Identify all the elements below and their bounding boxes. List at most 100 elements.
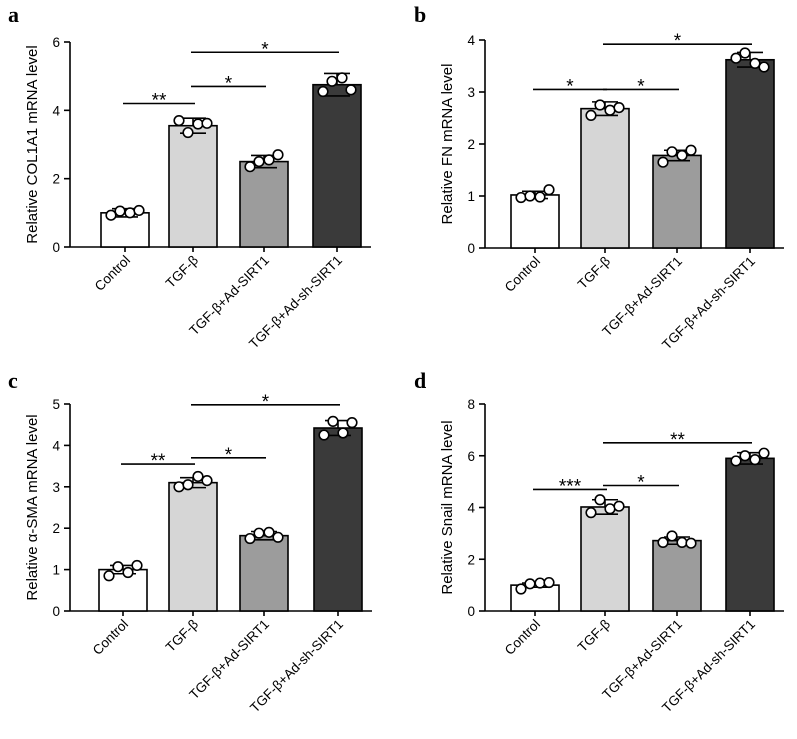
data-point [758, 447, 770, 459]
data-point [173, 114, 185, 127]
y-tick-label: 0 [52, 240, 60, 255]
y-axis-label: Relative α-SMA mRNA level [24, 414, 41, 600]
data-point [131, 559, 143, 572]
data-point [676, 149, 688, 162]
y-tick-label: 1 [52, 563, 60, 578]
significance-label: * [262, 392, 270, 413]
y-tick-label: 2 [467, 552, 475, 567]
data-point [585, 109, 597, 121]
significance-label: * [674, 31, 682, 52]
data-point [749, 454, 761, 466]
bar-3 [239, 160, 289, 248]
data-point [327, 415, 339, 427]
data-point [346, 417, 358, 429]
data-point [173, 481, 185, 493]
panel-letter-d: d [414, 368, 426, 393]
significance-label: * [225, 445, 233, 466]
significance-label: * [637, 473, 645, 494]
data-point [730, 52, 742, 64]
data-point [263, 154, 275, 166]
data-point [182, 126, 194, 139]
category-label: Control [502, 254, 543, 295]
y-tick-label: 6 [52, 35, 60, 50]
data-point [594, 494, 606, 506]
data-point [182, 479, 194, 491]
data-point [103, 570, 115, 582]
data-point [345, 84, 357, 96]
data-point [122, 566, 134, 579]
data-point [337, 427, 349, 439]
plot-area-b: 0 1 2 3 4 Relative FN mRNA level Control TGF-βT… [439, 31, 784, 352]
data-point [201, 474, 213, 487]
data-point [604, 104, 616, 116]
y-tick-label: 2 [52, 521, 60, 536]
significance-label: ** [151, 451, 166, 472]
panel-d: d 0 2 4 6 8 Relative Snail mRNA level Control T… [414, 368, 784, 715]
data-point [133, 204, 145, 217]
y-axis-label: Relative Snail mRNA level [439, 420, 456, 594]
significance-label: ** [152, 91, 167, 112]
data-point [192, 118, 204, 130]
data-point [124, 207, 136, 219]
data-point [112, 561, 124, 573]
y-tick-label: 3 [52, 480, 60, 495]
data-point [543, 576, 555, 589]
y-tick-label: 6 [467, 449, 475, 464]
y-tick-label: 4 [467, 33, 475, 48]
data-point [244, 161, 256, 173]
bar-3 [652, 154, 702, 249]
category-label: TGF-β+Ad-SIRT1 [599, 254, 685, 340]
data-point [336, 72, 348, 84]
bar-2 [580, 506, 630, 612]
data-point [272, 531, 284, 543]
bar-3 [239, 534, 289, 612]
y-tick-label: 5 [52, 397, 60, 412]
data-point [585, 507, 597, 519]
category-label: TGF-β+Ad-SIRT1 [186, 253, 272, 339]
y-tick-label: 4 [52, 438, 60, 453]
significance-label: *** [559, 476, 582, 497]
category-label: TGF-β [575, 253, 614, 292]
data-point [524, 578, 536, 590]
data-point [524, 190, 536, 202]
data-point [685, 537, 697, 549]
panel-a: a 0 2 4 6 Relative COL1A1 mRNA level Control T… [8, 2, 371, 351]
data-point [326, 75, 338, 87]
category-label: TGF-β+Ad-SIRT1 [186, 617, 272, 703]
panel-letter-b: b [414, 2, 426, 27]
data-point [515, 191, 527, 204]
significance-label: * [225, 73, 233, 94]
y-tick-label: 4 [467, 501, 475, 516]
data-point [253, 527, 265, 539]
data-point [666, 530, 678, 542]
data-point [515, 583, 527, 595]
data-point [594, 99, 606, 111]
data-point [758, 61, 770, 73]
data-point [666, 146, 678, 158]
y-tick-label: 0 [467, 241, 475, 256]
data-point [739, 47, 751, 59]
bar-4 [725, 58, 775, 249]
plot-area-a: 0 2 4 6 Relative COL1A1 mRNA level Control TGF… [24, 35, 371, 351]
data-point [114, 205, 126, 217]
data-point [201, 117, 213, 129]
category-label: TGF-β+Ad-SIRT1 [599, 617, 685, 703]
y-tick-label: 0 [467, 604, 475, 619]
bar-3 [652, 539, 702, 612]
data-point [749, 57, 761, 70]
category-label: Control [502, 617, 543, 658]
category-label: TGF-β [575, 616, 614, 655]
category-label: Control [92, 253, 133, 294]
y-tick-label: 8 [467, 397, 475, 412]
data-point [739, 450, 751, 462]
data-point [317, 85, 329, 98]
significance-label: * [637, 76, 645, 97]
data-point [543, 184, 555, 196]
plot-area-d: 0 2 4 6 8 Relative Snail mRNA level Control TGF… [439, 397, 784, 715]
bar-4 [313, 427, 363, 612]
category-label: Control [90, 617, 131, 658]
data-point [685, 144, 697, 156]
plot-area-c: 0 1 2 3 4 5 Relative α-SMA mRNA level Control TG… [24, 392, 372, 715]
significance-label: * [261, 39, 269, 60]
